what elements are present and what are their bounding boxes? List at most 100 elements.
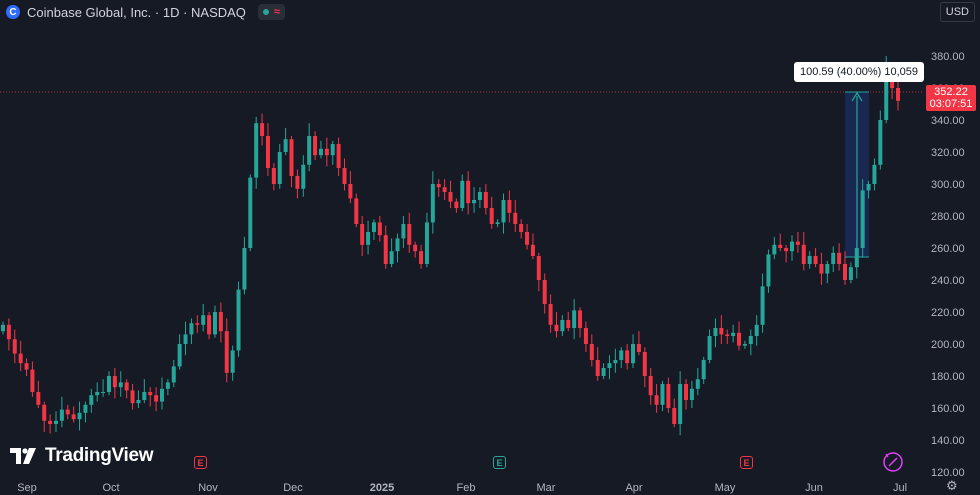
candle-body[interactable] [548,304,553,325]
candle-body[interactable] [83,404,88,413]
candle-body[interactable] [207,315,212,335]
candle-body[interactable] [578,310,583,328]
candle-body[interactable] [572,310,577,328]
candle-body[interactable] [737,332,742,346]
candle-body[interactable] [419,251,424,264]
candle-body[interactable] [742,344,747,346]
candle-body[interactable] [330,144,335,156]
candle-body[interactable] [772,244,777,255]
candle-body[interactable] [801,244,806,264]
candle-body[interactable] [48,420,53,424]
candle-body[interactable] [566,320,571,328]
candle-body[interactable] [95,392,100,396]
candle-body[interactable] [854,248,859,268]
candle-body[interactable] [672,408,677,424]
candle-body[interactable] [495,222,500,224]
symbol-title[interactable]: Coinbase Global, Inc. · 1D · NASDAQ [27,4,246,20]
earnings-badge-feb[interactable]: E [493,456,506,469]
candle-body[interactable] [395,238,400,252]
candle-body[interactable] [65,409,70,415]
candle-body[interactable] [301,164,306,189]
candle-body[interactable] [525,232,530,245]
candle-body[interactable] [124,382,129,391]
candle-body[interactable] [236,289,241,351]
candle-body[interactable] [130,390,135,404]
candle-body[interactable] [713,328,718,336]
candle-body[interactable] [554,324,559,332]
candle-body[interactable] [30,369,35,392]
earnings-badge-may[interactable]: E [740,456,753,469]
candle-body[interactable] [631,344,636,364]
candle-body[interactable] [354,198,359,224]
candle-body[interactable] [819,264,824,274]
candle-body[interactable] [636,344,641,352]
candle-body[interactable] [242,248,247,290]
candle-body[interactable] [466,180,471,204]
candle-body[interactable] [878,120,883,165]
candle-body[interactable] [212,312,217,335]
candle-body[interactable] [59,409,64,421]
candle-body[interactable] [218,312,223,332]
candle-body[interactable] [1,324,5,332]
candle-body[interactable] [106,376,111,392]
candle-body[interactable] [112,376,117,388]
candle-body[interactable] [142,392,147,400]
earnings-badge-nov[interactable]: E [194,456,207,469]
candle-body[interactable] [542,280,547,304]
candle-body[interactable] [477,192,482,200]
candle-body[interactable] [148,392,153,396]
candle-body[interactable] [24,363,29,370]
currency-selector[interactable]: USD [939,2,975,22]
candle-body[interactable] [448,192,453,202]
candle-body[interactable] [424,222,429,264]
candle-body[interactable] [377,222,382,236]
candle-body[interactable] [666,384,671,408]
candle-body[interactable] [277,152,282,184]
candle-body[interactable] [136,400,141,404]
candle-body[interactable] [36,392,41,405]
candle-body[interactable] [195,323,200,325]
candle-body[interactable] [230,350,235,373]
candle-body[interactable] [360,224,365,245]
candle-body[interactable] [101,392,106,393]
candle-body[interactable] [472,200,477,204]
candle-body[interactable] [784,248,789,252]
candle-body[interactable] [401,224,406,239]
candle-body[interactable] [813,256,818,264]
candle-body[interactable] [271,168,276,184]
candle-body[interactable] [778,244,783,248]
candle-body[interactable] [831,252,836,264]
candle-body[interactable] [265,136,270,168]
candle-body[interactable] [678,384,683,424]
candle-body[interactable] [701,360,706,380]
candle-body[interactable] [254,123,259,178]
candle-body[interactable] [725,334,730,336]
candle-body[interactable] [342,168,347,184]
candle-body[interactable] [6,324,11,340]
candle-body[interactable] [89,395,94,405]
candle-body[interactable] [189,323,194,335]
candle-body[interactable] [489,208,494,224]
candle-body[interactable] [307,136,312,165]
candle-body[interactable] [860,190,865,248]
candle-body[interactable] [77,412,82,420]
candle-body[interactable] [313,136,318,156]
candle-body[interactable] [159,388,164,402]
candle-body[interactable] [583,328,588,344]
candle-body[interactable] [654,395,659,405]
candle-body[interactable] [560,320,565,332]
candle-body[interactable] [42,404,47,421]
candle-body[interactable] [248,177,253,248]
candle-body[interactable] [53,420,58,424]
candle-body[interactable] [595,360,600,376]
candle-body[interactable] [695,379,700,389]
candle-body[interactable] [483,192,488,208]
candle-body[interactable] [766,254,771,287]
candle-body[interactable] [224,331,229,373]
candle-body[interactable] [407,224,412,245]
candle-body[interactable] [71,414,76,420]
candle-body[interactable] [884,68,889,120]
candle-body[interactable] [513,212,518,224]
candle-body[interactable] [748,336,753,344]
